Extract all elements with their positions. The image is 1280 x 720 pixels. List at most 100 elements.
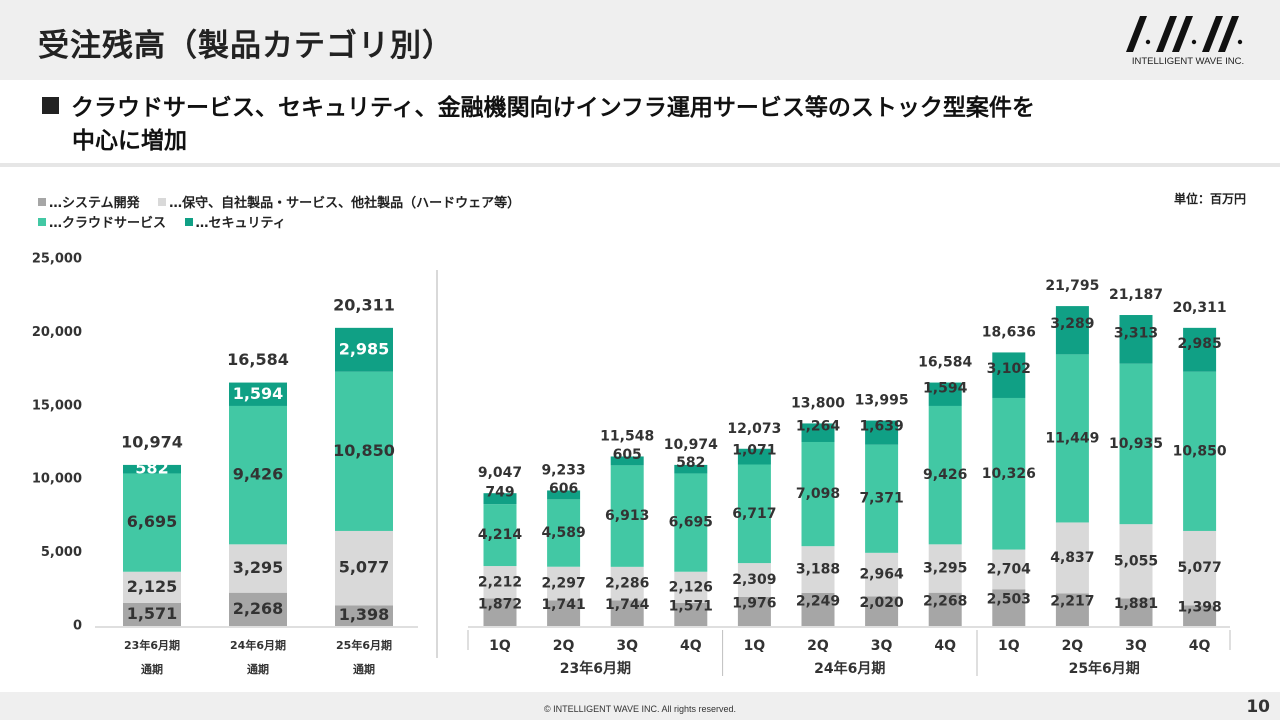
data-label: 10,326 xyxy=(982,466,1036,482)
bar-segment xyxy=(547,499,581,567)
legend-swatch-cloud xyxy=(38,218,46,226)
bar-segment xyxy=(992,397,1026,550)
bar-segment xyxy=(928,405,962,545)
legend-item-maintenance: …保守、自社製品・サービス、他社製品（ハードウェア等） xyxy=(158,196,520,211)
data-label: 10,850 xyxy=(333,441,395,460)
data-label: 582 xyxy=(676,455,705,471)
bar-segment xyxy=(547,566,581,601)
bar-segment xyxy=(674,464,708,474)
data-label: 1,594 xyxy=(233,384,284,403)
data-label: 3,295 xyxy=(923,561,967,577)
total-label: 21,187 xyxy=(1109,287,1163,303)
data-label: 3,102 xyxy=(987,361,1031,377)
bar-segment xyxy=(1183,327,1217,372)
bar-segment xyxy=(737,563,771,597)
data-label: 2,964 xyxy=(859,567,904,583)
x-category-label: 4Q xyxy=(934,638,956,654)
data-label: 1,398 xyxy=(339,605,390,624)
bar-segment xyxy=(674,571,708,603)
total-label: 13,995 xyxy=(855,393,909,409)
bar-segment xyxy=(610,600,644,626)
bar-segment xyxy=(992,549,1026,590)
group-label: 23年6月期 xyxy=(560,660,631,677)
y-tick-label: 5,000 xyxy=(41,545,82,560)
bar-segment xyxy=(1055,593,1089,626)
x-category-label: 3Q xyxy=(616,638,638,654)
x-category-label: 25年6月期 xyxy=(336,638,392,652)
bar-segment xyxy=(547,490,581,500)
x-category-label: 3Q xyxy=(1125,638,1147,654)
bar-segment xyxy=(483,566,517,599)
data-label: 1,872 xyxy=(478,596,522,612)
data-label: 1,881 xyxy=(1114,596,1158,612)
page-number: 10 xyxy=(1246,697,1270,717)
data-label: 3,295 xyxy=(233,558,284,577)
data-label: 2,249 xyxy=(796,593,840,609)
footer-bar xyxy=(0,692,1280,720)
data-label: 1,571 xyxy=(669,598,713,614)
x-category-sublabel: 通期 xyxy=(247,662,269,676)
data-label: 9,426 xyxy=(923,467,967,483)
x-category-label: 24年6月期 xyxy=(230,638,286,652)
data-label: 1,071 xyxy=(732,443,776,459)
x-category-label: 4Q xyxy=(1189,638,1211,654)
x-category-label: 1Q xyxy=(489,638,511,654)
data-label: 2,286 xyxy=(605,576,649,592)
bar-segment xyxy=(992,589,1026,626)
total-label: 10,974 xyxy=(121,432,183,451)
group-label: 24年6月期 xyxy=(814,660,885,677)
bar-segment xyxy=(801,592,835,626)
bar-segment xyxy=(123,464,181,474)
page-title: 受注残高（製品カテゴリ別） xyxy=(38,28,454,64)
data-label: 2,297 xyxy=(541,576,585,592)
data-label: 2,125 xyxy=(127,577,178,596)
legend-swatch-system-dev xyxy=(38,198,46,206)
bar-segment xyxy=(865,552,899,597)
data-label: 2,268 xyxy=(233,599,284,618)
bar-segment xyxy=(928,592,962,626)
total-label: 20,311 xyxy=(1173,300,1227,316)
data-label: 10,935 xyxy=(1109,436,1163,452)
y-tick-label: 20,000 xyxy=(32,325,82,340)
bar-segment xyxy=(483,598,517,626)
bar-segment xyxy=(610,465,644,567)
total-label: 18,636 xyxy=(982,324,1036,340)
total-label: 12,073 xyxy=(727,421,781,437)
data-label: 4,589 xyxy=(541,525,585,541)
bar-segment xyxy=(928,382,962,406)
data-label: 2,212 xyxy=(478,574,522,590)
bar-segment xyxy=(483,504,517,567)
data-label: 11,449 xyxy=(1045,430,1099,446)
data-label: 1,594 xyxy=(923,380,968,396)
total-label: 9,047 xyxy=(478,465,522,481)
legend-item-system-dev: …システム開発 xyxy=(38,196,140,211)
x-category-sublabel: 通期 xyxy=(141,662,163,676)
bar-segment xyxy=(1183,605,1217,626)
bar-segment xyxy=(674,602,708,626)
data-label: 7,371 xyxy=(859,491,903,507)
logo-text: INTELLIGENT WAVE INC. xyxy=(1131,56,1245,67)
data-label: 6,695 xyxy=(127,512,178,531)
data-label: 6,913 xyxy=(605,508,649,524)
bar-segment xyxy=(737,464,771,564)
x-category-label: 2Q xyxy=(1062,638,1084,654)
bar-segment xyxy=(610,456,644,466)
bar-segment xyxy=(737,448,771,465)
data-label: 6,695 xyxy=(669,515,713,531)
bar-segment xyxy=(483,493,517,505)
bar-segment xyxy=(801,546,835,593)
bar-segment xyxy=(928,544,962,593)
data-label: 6,717 xyxy=(732,506,776,522)
data-label: 2,020 xyxy=(859,595,904,611)
header-separator xyxy=(0,163,1280,167)
total-label: 13,800 xyxy=(791,395,845,411)
bar-segment xyxy=(123,602,181,626)
data-label: 2,217 xyxy=(1050,594,1094,610)
total-label: 20,311 xyxy=(333,295,395,314)
bar-segment xyxy=(865,444,899,553)
bar-segment xyxy=(123,473,181,572)
data-label: 4,214 xyxy=(478,527,523,543)
bar-segment xyxy=(335,327,393,372)
total-label: 16,584 xyxy=(227,350,289,369)
